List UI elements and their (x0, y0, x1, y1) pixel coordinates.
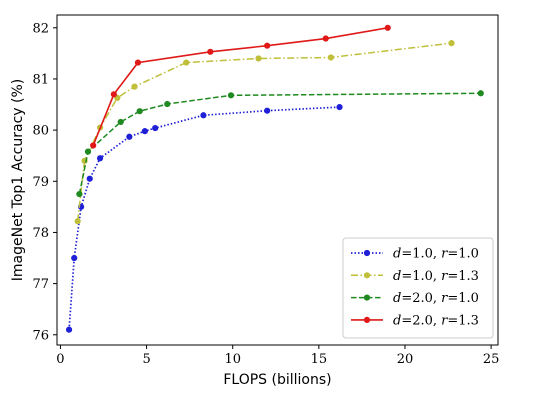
plot-area-frame (56, 14, 499, 346)
data-point (227, 92, 235, 99)
data-point (141, 128, 148, 135)
data-point (65, 326, 73, 333)
data-point (264, 107, 271, 114)
data-point (136, 108, 143, 115)
data-point (152, 124, 159, 132)
x-axis-title: FLOPS (billions) (223, 372, 331, 388)
y-tick-label: 82 (32, 21, 49, 36)
x-tick-label: 25 (483, 352, 500, 367)
legend-swatch-marker (363, 249, 371, 257)
legend-label: d=1.0, r=1.0 (393, 247, 479, 262)
y-tick-label: 78 (32, 226, 49, 241)
y-axis-ticks: 76 77 78 79 80 81 82 (32, 21, 57, 343)
data-point (255, 55, 262, 62)
legend: d=1.0, r=1.0 d=1.0, r=1.3 d=2.0, r=1.0 d=2.… (342, 237, 494, 339)
legend-swatch-marker (363, 316, 371, 323)
x-tick-label: 20 (397, 352, 414, 367)
data-point (131, 83, 138, 90)
data-point (96, 155, 104, 162)
data-point (110, 91, 117, 98)
y-tick-label: 76 (32, 328, 49, 343)
series-layer (65, 24, 484, 333)
legend-label: d=1.0, r=1.3 (393, 269, 479, 284)
series-3 (76, 90, 484, 198)
data-point (71, 254, 78, 262)
x-tick-label: 0 (56, 352, 64, 367)
data-point (86, 175, 93, 182)
data-point (200, 112, 207, 119)
y-tick-label: 77 (32, 277, 49, 292)
data-point (264, 42, 271, 49)
y-tick-label: 80 (32, 124, 49, 139)
data-point (336, 103, 343, 111)
data-point (76, 190, 83, 198)
legend-item: d=2.0, r=1.0 (351, 291, 479, 306)
x-tick-label: 5 (142, 352, 150, 367)
data-point (117, 118, 124, 126)
data-point (164, 100, 171, 108)
y-tick-label: 79 (32, 175, 49, 190)
data-point (134, 59, 142, 66)
x-axis-ticks: 0 5 10 15 20 25 (56, 345, 499, 367)
data-point (183, 59, 190, 66)
series-4 (90, 24, 391, 149)
data-point (126, 133, 133, 140)
data-point (327, 54, 335, 61)
legend-swatch-marker (363, 294, 371, 301)
data-point (384, 24, 391, 31)
data-point (207, 48, 214, 55)
legend-item: d=2.0, r=1.3 (351, 313, 479, 328)
legend-item: d=1.0, r=1.3 (351, 269, 479, 284)
data-point (90, 142, 97, 149)
data-point (84, 148, 92, 155)
legend-box (342, 237, 494, 339)
x-tick-label: 10 (224, 352, 241, 367)
data-point (74, 218, 81, 225)
legend-label: d=2.0, r=1.0 (393, 291, 479, 306)
x-tick-label: 15 (311, 352, 328, 367)
legend-swatch-marker (363, 272, 371, 279)
y-tick-label: 81 (32, 72, 49, 87)
data-point (448, 40, 455, 47)
data-point (322, 35, 329, 42)
legend-item: d=1.0, r=1.0 (351, 247, 479, 262)
data-point (477, 90, 484, 97)
y-axis-title: ImageNet Top1 Accuracy (%) (10, 79, 26, 281)
legend-label: d=2.0, r=1.3 (393, 313, 479, 328)
